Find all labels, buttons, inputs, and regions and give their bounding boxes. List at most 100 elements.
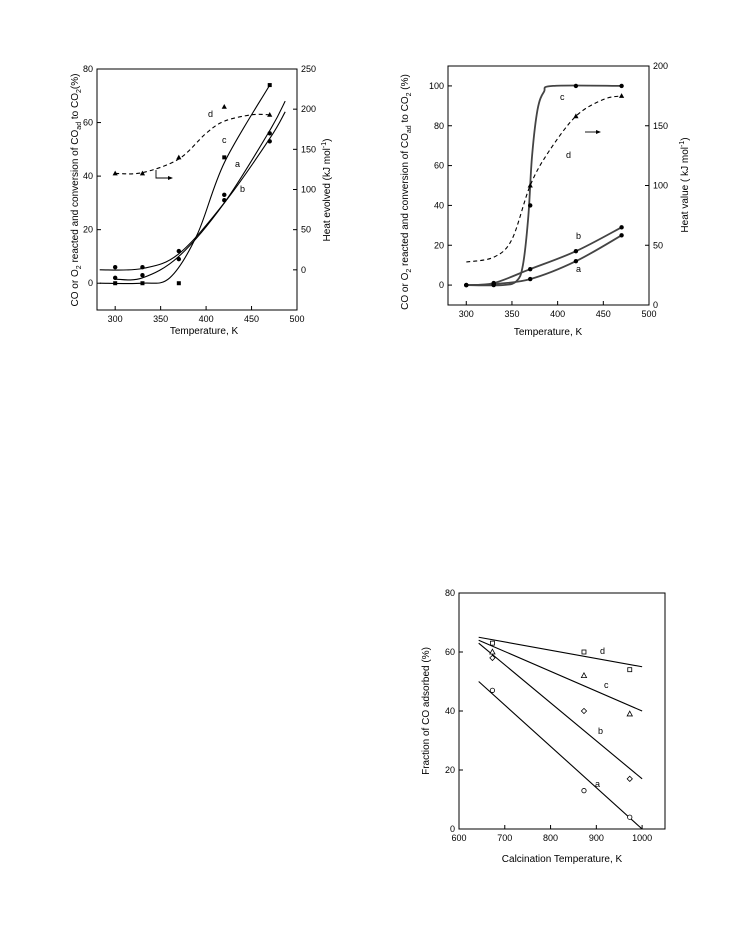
chart-1-y-right-tick-label: 100 <box>301 185 316 195</box>
chart-1-point-d <box>139 170 146 176</box>
chart-1-series-label-d: d <box>208 109 213 119</box>
chart-3-y-tick-label: 80 <box>445 588 455 598</box>
chart-2-y-tick-label: 60 <box>434 161 444 171</box>
chart-1-point-d <box>221 103 227 109</box>
svg-text:Heat value ( kJ mol-1): Heat value ( kJ mol-1) <box>679 137 691 232</box>
chart-2-y-right-tick-label: 200 <box>653 61 668 71</box>
chart-2-x-axis-label: Temperature, K <box>514 327 583 338</box>
chart-2-point-a <box>573 258 579 264</box>
chart-2-x-tick-label: 300 <box>459 309 474 319</box>
chart-3-point-d <box>581 649 587 655</box>
chart-1-point-b <box>222 198 227 203</box>
chart-1-y-right-tick-label: 50 <box>301 225 311 235</box>
chart-2-point-d <box>573 113 579 119</box>
chart-3-x-tick-label: 1000 <box>632 833 652 843</box>
svg-text:CO or O2 reacted and convers: CO or O2 reacted and conversion of COad … <box>70 74 83 307</box>
chart-3-y-tick-label: 60 <box>445 647 455 657</box>
chart-3-y-axis-label: Fraction of CO adsorbed (%) <box>421 647 432 775</box>
chart-1-x-tick-label: 450 <box>244 314 259 324</box>
chart-2-x-tick-label: 500 <box>641 309 656 319</box>
chart-1-point-d <box>176 154 182 160</box>
svg-text:Heat evolved (kJ mol-1): Heat evolved (kJ mol-1) <box>321 139 333 242</box>
chart-1-x-tick-label: 500 <box>289 314 304 324</box>
chart-3-point-b <box>489 654 496 662</box>
chart-2-y-tick-label: 0 <box>439 280 444 290</box>
chart-1-x-axis-label: Temperature, K <box>170 326 239 337</box>
chart-2-y-right-tick-label: 100 <box>653 181 668 191</box>
chart-3-point-a <box>627 814 633 820</box>
chart-1-x-tick-label: 300 <box>108 314 123 324</box>
chart-3-x-tick-label: 900 <box>589 833 604 843</box>
chart-3-series-label-c: c <box>604 680 609 690</box>
chart-1-y-tick-label: 80 <box>83 64 93 74</box>
chart-1-y-right-tick-label: 250 <box>301 64 316 74</box>
chart-1-y-right-label: Heat evolved (kJ mol-1) <box>321 139 333 242</box>
chart-2-point-d <box>618 93 625 98</box>
chart-2-arrow <box>585 130 601 134</box>
chart-2-y-tick-label: 20 <box>434 240 444 250</box>
chart-3-point-c <box>489 648 496 655</box>
chart-1-point-a <box>176 248 182 254</box>
chart-2-series-label-d: d <box>566 150 571 160</box>
chart-1-point-c <box>267 83 272 88</box>
chart-2-point-b <box>619 225 624 230</box>
chart-2-y-right-tick-label: 50 <box>653 240 663 250</box>
chart-3-series-label-d: d <box>600 646 605 656</box>
chart-1-point-d <box>112 170 118 176</box>
chart-1-point-c <box>176 281 181 286</box>
chart-1-arrow <box>155 170 173 180</box>
chart-2-curve-c <box>466 84 622 287</box>
chart-2-point-d <box>527 182 533 188</box>
chart-1-point-c <box>222 155 227 160</box>
chart-2-series-label-a: a <box>576 264 581 274</box>
chart-2-series-label-c: c <box>560 92 565 102</box>
chart-3-fit-line-c <box>478 639 643 712</box>
chart-1-point-a <box>222 192 227 198</box>
chart-2-point-a <box>619 233 624 238</box>
chart-3-x-axis-label: Calcination Temperature, K <box>502 854 623 865</box>
chart-3-y-tick-label: 20 <box>445 765 455 775</box>
chart-3-fit-line-b <box>478 642 643 780</box>
chart-3-point-c <box>626 710 634 717</box>
chart-1-point-a <box>112 275 118 281</box>
chart-2-point-b <box>528 266 533 272</box>
chart-1-x-tick-label: 400 <box>199 314 214 324</box>
chart-1-y-right-tick-label: 150 <box>301 144 316 154</box>
chart-3-series-label-b: b <box>598 726 603 736</box>
chart-1-curve-a <box>115 100 286 281</box>
chart-1-y-tick-label: 0 <box>88 278 93 288</box>
chart-1-series-label-b: b <box>240 184 245 194</box>
chart-3-point-b <box>580 707 588 715</box>
chart-3-fit-line-d <box>478 636 643 668</box>
chart-3-series-label-a: a <box>595 779 600 789</box>
chart-3-point-b <box>626 775 633 783</box>
chart-2-point-c <box>619 83 624 89</box>
chart-2-point-b <box>573 249 579 254</box>
chart-1-y-right-tick-label: 200 <box>301 104 316 114</box>
chart-2-point-c <box>464 282 469 288</box>
chart-1-y-tick-label: 60 <box>83 118 93 128</box>
chart-1-y-tick-label: 40 <box>83 171 93 181</box>
chart-3-point-c <box>580 671 588 678</box>
chart-2-point-c <box>528 203 533 208</box>
chart-3-x-tick-label: 800 <box>543 833 558 843</box>
chart-1-point-b <box>267 139 272 144</box>
chart-3-y-tick-label: 40 <box>445 706 455 716</box>
chart-3-x-tick-label: 700 <box>497 833 512 843</box>
chart-3-point-d <box>490 640 495 646</box>
chart-1-point-a <box>267 131 272 136</box>
chart-2-point-c <box>491 282 496 288</box>
chart-1-point-a <box>140 272 145 278</box>
chart-3-point-a <box>489 687 496 693</box>
chart-2-x-tick-label: 400 <box>550 309 565 319</box>
chart-1-series-label-a: a <box>235 159 240 169</box>
chart-3-y-tick-label: 0 <box>450 824 455 834</box>
chart-1-curve-b <box>99 111 286 271</box>
chart-1-series-label-c: c <box>222 135 227 145</box>
chart-2-x-tick-label: 350 <box>504 309 519 319</box>
chart-3-x-tick-label: 600 <box>451 833 466 843</box>
chart-1-y-left-label: CO or O2 reacted and conversion of COad … <box>70 74 83 307</box>
